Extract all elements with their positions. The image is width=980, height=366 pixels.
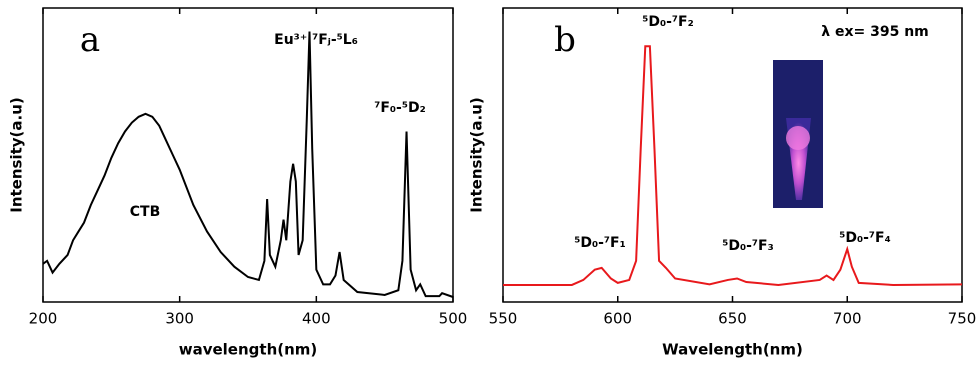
annotation: ⁷F₀-⁵D₂ (374, 100, 426, 116)
annotation: ⁵D₀-⁷F₄ (839, 230, 891, 246)
x-tick-label: 700 (833, 310, 862, 328)
x-tick-label: 400 (302, 310, 331, 328)
data-line (42, 31, 454, 298)
x-tick-label: 500 (439, 310, 468, 328)
x-tick-label: 600 (603, 310, 632, 328)
data-line (503, 45, 963, 286)
inset-photo (773, 60, 823, 208)
panel-letter: a (80, 20, 100, 60)
panel-letter: b (554, 20, 576, 60)
x-tick-label: 200 (29, 310, 58, 328)
annotation: ⁵D₀-⁷F₃ (722, 238, 774, 254)
x-tick-label: 550 (489, 310, 518, 328)
annotation: CTB (130, 204, 161, 220)
y-axis-label: Intensity(a.u) (468, 97, 486, 213)
annotation: λ ex= 395 nm (821, 24, 929, 40)
plot-frame (42, 7, 454, 303)
annotation: Eu³⁺ ⁷Fⱼ-⁵L₆ (274, 32, 358, 48)
x-axis-label: Wavelength(nm) (662, 341, 803, 359)
x-axis-label: wavelength(nm) (179, 341, 318, 359)
annotation: ⁵D₀-⁷F₂ (642, 14, 694, 30)
annotation: ⁵D₀-⁷F₁ (574, 235, 626, 251)
x-tick-label: 650 (718, 310, 747, 328)
x-tick-label: 750 (948, 310, 977, 328)
x-tick-label: 300 (165, 310, 194, 328)
y-axis-label: Intensity(a.u) (8, 97, 26, 213)
